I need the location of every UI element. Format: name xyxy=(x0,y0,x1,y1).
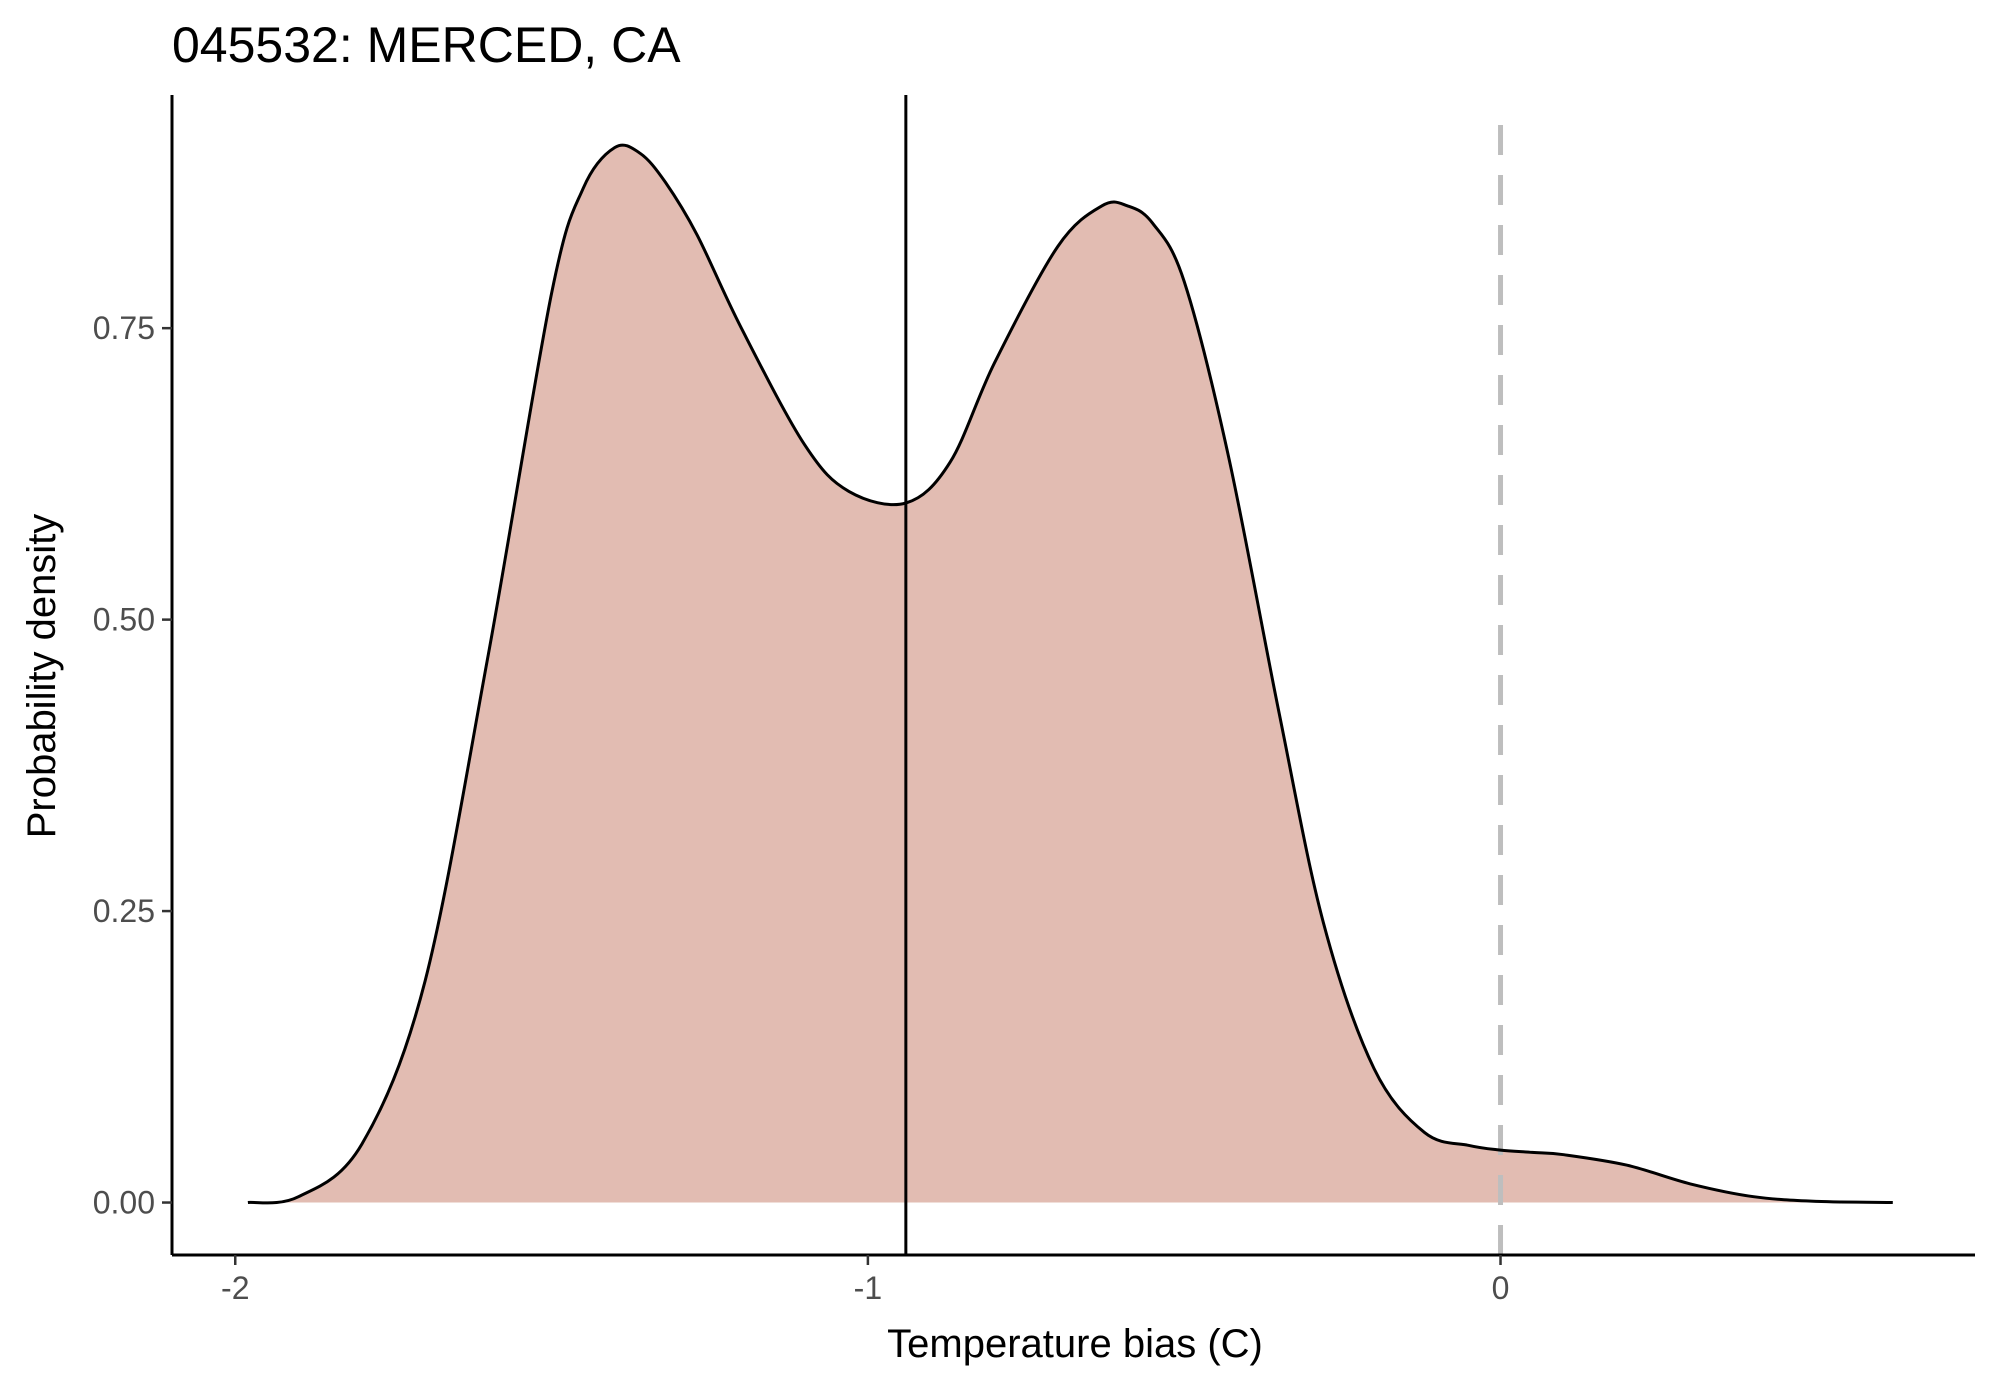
x-tick-label: -2 xyxy=(221,1270,249,1306)
x-axis-title: Temperature bias (C) xyxy=(887,1322,1263,1366)
y-tick-label: 0.25 xyxy=(93,893,155,929)
x-tick-label: 0 xyxy=(1492,1270,1510,1306)
x-tick-label: -1 xyxy=(854,1270,882,1306)
density-curve xyxy=(247,143,1893,1205)
y-tick-label: 0.50 xyxy=(93,602,155,638)
chart-title: 045532: MERCED, CA xyxy=(172,17,681,73)
y-tick-label: 0.75 xyxy=(93,310,155,346)
plot-area xyxy=(247,95,1893,1255)
density-area xyxy=(247,145,1893,1203)
axes: -2 -1 0 0.00 0.25 0.50 0.75 xyxy=(93,95,1975,1306)
y-axis-title: Probability density xyxy=(20,514,64,839)
y-tick-label: 0.00 xyxy=(93,1185,155,1221)
